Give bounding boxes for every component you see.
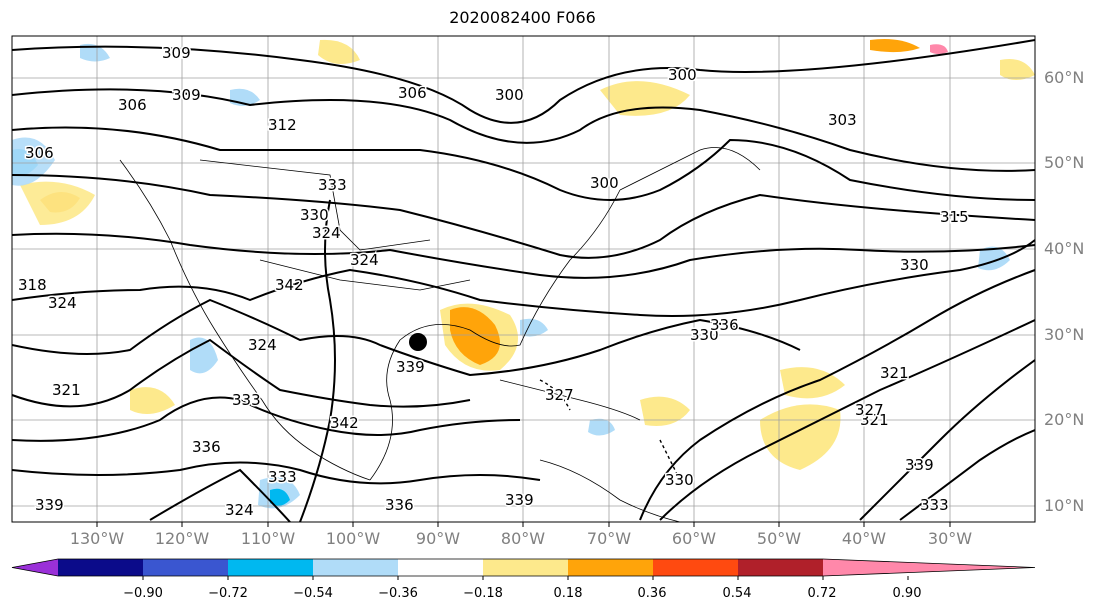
contour-label: 303 xyxy=(828,111,857,129)
contour-label: 330 xyxy=(665,471,694,489)
contour-label: 324 xyxy=(312,224,341,242)
lon-label: 70°W xyxy=(586,529,632,548)
colorbar xyxy=(11,558,1036,580)
contour-label: 330 xyxy=(690,326,719,344)
contour-label: 330 xyxy=(300,206,329,224)
colorbar-tick-label: 0.90 xyxy=(892,586,922,601)
contour-label: 333 xyxy=(232,391,261,409)
colorbar-segment xyxy=(568,559,653,576)
contour-label: 300 xyxy=(590,174,619,192)
contour-label: 312 xyxy=(268,116,297,134)
lon-label: 120°W xyxy=(154,529,210,548)
colorbar-segment xyxy=(228,559,313,576)
colorbar-tick-label: −0.72 xyxy=(208,586,248,601)
map-area: 309 309 312 306 306 300 300 303 300 306 315 324 333 3… xyxy=(12,36,1035,522)
contour-label: 339 xyxy=(505,491,534,509)
lon-label: 90°W xyxy=(415,529,461,548)
contour-lines xyxy=(12,39,1035,522)
colorbar-segment xyxy=(653,559,738,576)
contour-label: 336 xyxy=(192,438,221,456)
contour-label: 300 xyxy=(668,66,697,84)
lat-label: 30°N xyxy=(1044,325,1085,344)
contour-label: 333 xyxy=(268,468,297,486)
contour-label: 300 xyxy=(495,86,524,104)
contour-label: 333 xyxy=(920,496,949,514)
lon-label: 130°W xyxy=(69,529,125,548)
colorbar-tick-label: −0.54 xyxy=(293,586,333,601)
colorbar-segment xyxy=(143,559,228,576)
contour-label: 333 xyxy=(318,176,347,194)
lon-ticks xyxy=(96,522,951,527)
colorbar-tick-label: 0.36 xyxy=(637,586,667,601)
lat-label: 10°N xyxy=(1044,496,1085,515)
contour-label: 336 xyxy=(710,316,739,334)
contour-label: 321 xyxy=(860,411,889,429)
colorbar-segment xyxy=(58,559,143,576)
contour-label: 315 xyxy=(940,208,969,226)
contour-label: 339 xyxy=(35,496,64,514)
lon-label: 80°W xyxy=(500,529,546,548)
lon-label: 30°W xyxy=(927,529,973,548)
plot-title: 2020082400 F066 xyxy=(449,8,596,27)
contour-label: 327 xyxy=(545,386,574,404)
lat-label: 50°N xyxy=(1044,153,1085,172)
colorbar-tick-label: 0.18 xyxy=(553,586,583,601)
contour-labels: 309 309 312 306 306 300 300 303 300 306 315 324 333 3… xyxy=(17,43,971,521)
graticule xyxy=(12,36,1035,522)
colorbar-extend-high xyxy=(823,559,1035,576)
lon-label: 100°W xyxy=(325,529,381,548)
lat-label: 40°N xyxy=(1044,239,1085,258)
colorbar-segment xyxy=(313,559,398,576)
contour-label: 309 xyxy=(162,44,191,62)
colorbar-tick-label: −0.90 xyxy=(123,586,163,601)
colorbar-tick-label: 0.54 xyxy=(722,586,752,601)
lon-label: 50°W xyxy=(756,529,802,548)
contour-label: 339 xyxy=(396,358,425,376)
colorbar-extend-low xyxy=(12,559,58,576)
contour-label: 324 xyxy=(225,501,254,519)
colorbar-tick-label: −0.18 xyxy=(463,586,503,601)
contour-label: 324 xyxy=(248,336,277,354)
colorbar-outline xyxy=(11,558,1036,577)
contour-label: 327 xyxy=(855,401,884,419)
contour-label: 306 xyxy=(398,84,427,102)
contour-label: 318 xyxy=(18,276,47,294)
colorbar-tick-label: 0.72 xyxy=(807,586,837,601)
contour-label: 330 xyxy=(900,256,929,274)
lat-label: 20°N xyxy=(1044,410,1085,429)
contour-label: 306 xyxy=(118,96,147,114)
contour-label: 321 xyxy=(880,364,909,382)
colorbar-tick-label: −0.36 xyxy=(378,586,418,601)
lon-label: 110°W xyxy=(240,529,296,548)
contour-label: 321 xyxy=(52,381,81,399)
colorbar-segment xyxy=(398,559,483,576)
contour-label: 324 xyxy=(350,251,379,269)
contour-label: 336 xyxy=(385,496,414,514)
contour-label: 339 xyxy=(905,456,934,474)
contour-label: 309 xyxy=(172,86,201,104)
contour-label: 306 xyxy=(25,144,54,162)
lon-label: 40°W xyxy=(841,529,887,548)
storm-center-marker xyxy=(409,333,427,351)
contour-label: 342 xyxy=(275,276,304,294)
contour-label: 324 xyxy=(48,294,77,312)
colorbar-segment xyxy=(738,559,823,576)
lon-label: 60°W xyxy=(671,529,717,548)
colorbar-segment xyxy=(483,559,568,576)
contour-label: 342 xyxy=(330,414,359,432)
lat-label: 60°N xyxy=(1044,68,1085,87)
